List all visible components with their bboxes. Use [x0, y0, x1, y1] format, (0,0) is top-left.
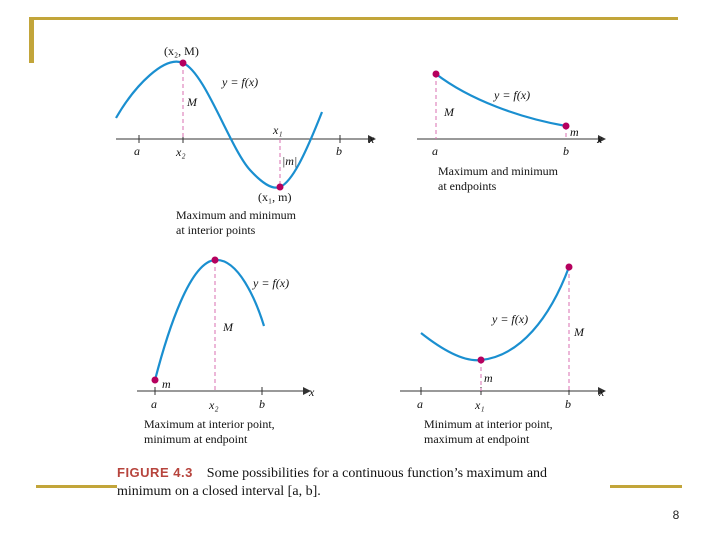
tick-label-b: b [336, 144, 342, 158]
curve [115, 60, 324, 189]
tick-label-a: a [151, 397, 157, 411]
axis-label-x: x [308, 385, 315, 399]
max-point [211, 256, 219, 264]
tick-label-b: b [565, 397, 571, 411]
tick-label-x2: x₂ [208, 398, 219, 412]
label-x1: x₁ [272, 123, 283, 137]
label-M: M [443, 105, 455, 119]
max-point [432, 70, 440, 78]
page-number: 8 [672, 508, 680, 522]
panel-interior-both: (x₂, M) y = f(x) M x₁ |m| a x₂ b x (x₁, … [115, 44, 376, 237]
label-m: m [570, 125, 579, 139]
left-accent-bar [29, 17, 34, 63]
label-m: m [162, 377, 171, 391]
panel-caption-line-2: at endpoints [438, 179, 497, 193]
label-func: y = f(x) [221, 75, 258, 89]
label-m-abs: |m| [282, 154, 297, 168]
panel-caption-line-1: Maximum and minimum [176, 208, 297, 222]
min-point [477, 356, 485, 364]
panel-caption-line-1: Maximum and minimum [438, 164, 559, 178]
panel-caption-line-1: Maximum at interior point, [144, 417, 275, 431]
x-axis-arrow-icon [303, 387, 311, 395]
panel-caption-line-2: minimum at endpoint [144, 432, 248, 446]
max-point [179, 59, 187, 67]
curve [153, 258, 266, 381]
bottom-accent-line-left [36, 485, 118, 488]
panel-max-interior-min-endpoint: y = f(x) M m a x₂ b x Maximum at interio… [137, 256, 315, 446]
tick-label-x2: x₂ [175, 145, 186, 159]
panel-min-interior-max-endpoint: y = f(x) M m a x₁ b x Minimum at interio… [400, 263, 606, 446]
min-point [151, 376, 159, 384]
label-m: m [484, 371, 493, 385]
curve [435, 73, 567, 128]
curve [420, 266, 571, 362]
tick-label-x1: x₁ [474, 398, 485, 412]
tick-label-a: a [134, 144, 140, 158]
x-axis-arrow-icon [598, 135, 606, 143]
tick-label-b: b [563, 144, 569, 158]
label-func: y = f(x) [493, 88, 530, 102]
bottom-accent-line-right [610, 485, 682, 488]
panel-caption-line-2: at interior points [176, 223, 256, 237]
tick-label-a: a [432, 144, 438, 158]
label-M: M [573, 325, 585, 339]
label-M: M [222, 320, 234, 334]
x-axis-arrow-icon [598, 387, 606, 395]
x-axis-arrow-icon [368, 135, 376, 143]
min-point [562, 122, 570, 130]
label-func: y = f(x) [252, 276, 289, 290]
min-point [276, 183, 284, 191]
axis-label-x: x [368, 132, 375, 146]
tick-label-a: a [417, 397, 423, 411]
panel-caption-line-2: maximum at endpoint [424, 432, 530, 446]
panel-caption-line-1: Minimum at interior point, [424, 417, 553, 431]
top-accent-line [32, 17, 678, 20]
tick-label-b: b [259, 397, 265, 411]
axis-label-x: x [598, 385, 605, 399]
label-point-max: (x₂, M) [164, 44, 199, 58]
figure-caption: FIGURE 4.3 Some possibilities for a conti… [117, 464, 587, 501]
label-M: M [186, 95, 198, 109]
axis-label-x: x [596, 132, 603, 146]
panel-endpoints-both: M y = f(x) m a b x Maximum and minimum a… [417, 70, 606, 193]
label-point-min: (x₁, m) [258, 190, 292, 204]
label-func: y = f(x) [491, 312, 528, 326]
max-point [565, 263, 573, 271]
figure-caption-text: Some possibilities for a continuous func… [117, 466, 548, 499]
figure-label: FIGURE 4.3 [117, 465, 193, 480]
